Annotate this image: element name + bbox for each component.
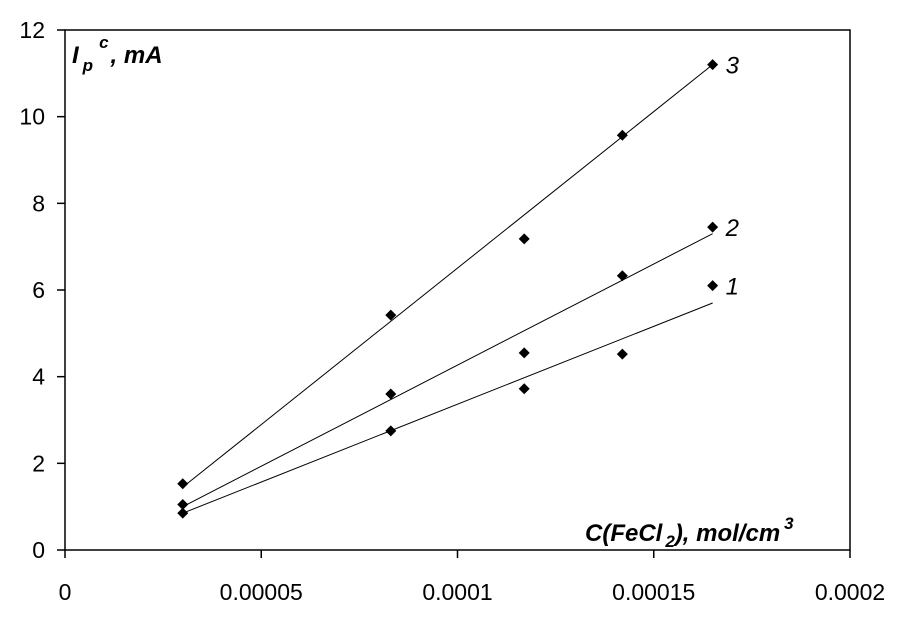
data-point-series-2	[616, 270, 628, 282]
y-tick-label: 8	[32, 190, 45, 216]
y-tick-label: 12	[19, 17, 45, 43]
x-tick-label: 0.0002	[815, 579, 885, 605]
x-tick-label: 0.00005	[220, 579, 303, 605]
y-tick-label: 4	[32, 364, 45, 390]
x-axis: 0 0.00005 0.0001 0.00015 0.0002	[59, 550, 885, 605]
data-markers	[177, 59, 719, 519]
x-tick-label: 0	[59, 579, 72, 605]
curve-label-2: 2	[725, 215, 739, 242]
x-tick-label: 0.0001	[422, 579, 492, 605]
data-point-series-1	[177, 507, 189, 519]
y-tick-label: 10	[19, 104, 45, 130]
y-tick-label: 6	[32, 277, 45, 303]
y-axis: 0 2 4 6 8 10 12	[19, 17, 65, 563]
curve-labels: 1 2 3	[725, 53, 740, 301]
curve-label-1: 1	[726, 274, 739, 301]
x-tick-label: 0.00015	[612, 579, 695, 605]
data-point-series-2	[177, 499, 189, 510]
data-point-series-2	[707, 221, 719, 233]
y-tick-label: 2	[32, 450, 45, 476]
data-point-series-1	[616, 348, 628, 360]
data-point-series-1	[518, 383, 530, 395]
x-axis-title: C(FeCl 2), mol/cm 3	[585, 514, 794, 551]
trend-line-2	[182, 233, 713, 508]
data-point-series-3	[177, 478, 189, 490]
curve-label-3: 3	[726, 53, 740, 80]
trend-line-3	[182, 64, 713, 488]
y-tick-label: 0	[32, 537, 45, 563]
data-point-series-3	[385, 309, 397, 321]
data-point-series-2	[385, 388, 397, 400]
data-point-series-3	[518, 233, 530, 245]
data-point-series-3	[616, 129, 628, 141]
trend-line-1	[182, 302, 713, 514]
data-point-series-1	[707, 280, 719, 292]
data-point-series-2	[518, 347, 530, 359]
trend-lines	[182, 64, 713, 514]
data-point-series-1	[385, 425, 397, 437]
data-point-series-3	[707, 59, 719, 71]
